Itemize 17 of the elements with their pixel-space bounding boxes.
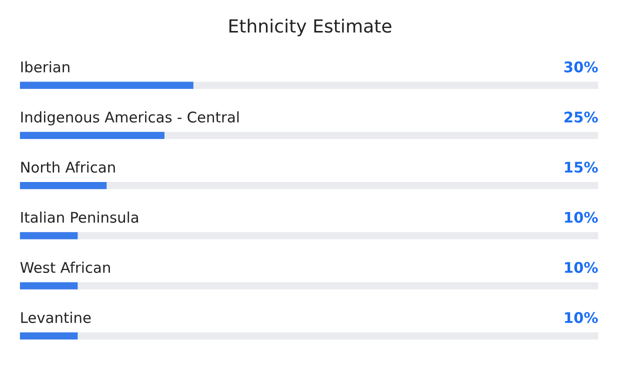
y-tick-label: Levantine [21, 312, 91, 324]
y-tick-label: Indigenous Americas - Central [21, 111, 239, 126]
data-label: 15% [565, 162, 598, 173]
data-label: 25% [564, 112, 598, 123]
data-label: 10% [565, 212, 598, 223]
bar [20, 232, 78, 240]
data-label: 10% [565, 262, 598, 273]
y-tick-label: Italian Peninsula [21, 212, 138, 223]
data-label: 10% [565, 312, 598, 324]
y-tick-label: Iberian [21, 61, 70, 72]
y-tick-label: North African [21, 161, 115, 173]
chart-title: Ethnicity Estimate [229, 18, 392, 36]
y-tick-label: West African [20, 262, 110, 273]
data-label: 30% [564, 61, 598, 72]
bar [20, 332, 78, 340]
bar [20, 282, 78, 290]
bar [20, 182, 107, 190]
